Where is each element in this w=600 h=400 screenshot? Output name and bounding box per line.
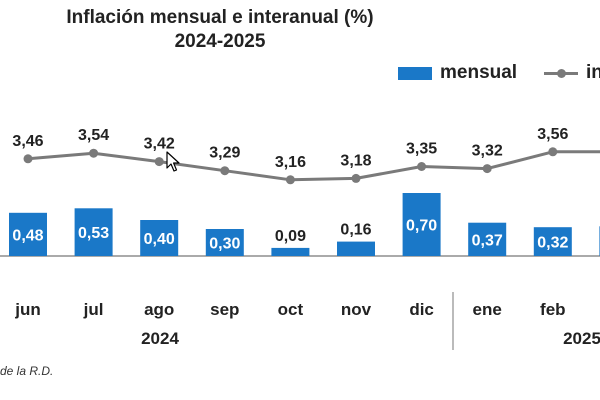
line-point-dic xyxy=(417,162,427,171)
bar-label-jul: 0,53 xyxy=(78,225,109,242)
line-label-jun: 3,46 xyxy=(12,133,43,150)
bar-feb xyxy=(533,227,572,256)
x-tick-jun: jun xyxy=(14,300,41,319)
source-note: de la R.D. xyxy=(0,364,54,378)
line-point-ago xyxy=(154,157,164,167)
chart-subtitle: 2024-2025 xyxy=(174,31,266,52)
chart-title: Inflación mensual e interanual (%) xyxy=(66,7,374,28)
chart-title-block: Inflación mensual e interanual (%) 2024-… xyxy=(0,6,440,54)
bar-nov xyxy=(337,241,375,256)
bar-ene xyxy=(468,222,507,256)
line-point-oct xyxy=(285,175,295,185)
line-label-nov: 3,18 xyxy=(340,152,371,169)
x-tick-nov: nov xyxy=(341,300,372,319)
bar-dic xyxy=(402,193,441,256)
legend-bar-swatch xyxy=(398,66,432,80)
line-label-feb: 3,56 xyxy=(537,126,568,143)
legend-label-interanual: in xyxy=(586,62,600,83)
year-label-2025: 2025 xyxy=(563,329,600,348)
line-point-ene xyxy=(482,164,492,174)
x-tick-feb: feb xyxy=(540,300,566,319)
line-point-nov xyxy=(351,173,361,183)
bar-label-ago: 0,40 xyxy=(144,231,175,248)
line-label-ene: 3,32 xyxy=(472,143,503,160)
bar-ago xyxy=(140,220,179,256)
bar-label-jun: 0,48 xyxy=(12,227,43,244)
line-point-sep xyxy=(220,166,230,176)
x-tick-ago: ago xyxy=(144,300,174,319)
legend-item-mensual: mensual xyxy=(398,62,517,84)
legend-item-interanual: in xyxy=(544,62,600,84)
line-label-oct: 3,16 xyxy=(275,154,306,171)
legend-label-mensual: mensual xyxy=(440,62,518,83)
line-label-sep: 3,29 xyxy=(209,145,240,162)
bar-label-dic: 0,70 xyxy=(406,218,437,235)
bar-label-feb: 0,32 xyxy=(537,235,568,252)
bar-label-oct: 0,09 xyxy=(275,228,306,245)
line-point-feb xyxy=(548,147,558,157)
legend-line-swatch xyxy=(544,68,578,78)
x-tick-sep: sep xyxy=(210,300,239,319)
line-point-jul xyxy=(89,148,99,158)
bar-jun xyxy=(9,212,47,256)
line-label-ago: 3,42 xyxy=(144,136,175,153)
line-point-jun xyxy=(23,154,33,164)
x-tick-jul: jul xyxy=(83,300,104,319)
x-tick-dic: dic xyxy=(409,300,434,319)
mouse-cursor-icon xyxy=(166,151,180,172)
year-label-2024: 2024 xyxy=(141,329,179,348)
x-tick-ene: ene xyxy=(473,300,502,319)
bar-label-nov: 0,16 xyxy=(340,222,371,239)
x-tick-oct: oct xyxy=(278,300,304,319)
bar-sep xyxy=(205,229,244,256)
line-label-jul: 3,54 xyxy=(78,127,109,144)
bar-label-ene: 0,37 xyxy=(472,232,503,249)
bar-jul xyxy=(74,208,113,256)
line-label-dic: 3,35 xyxy=(406,141,437,158)
interanual-line xyxy=(27,150,600,182)
bar-label-sep: 0,30 xyxy=(209,236,240,253)
bar-oct xyxy=(271,247,310,256)
